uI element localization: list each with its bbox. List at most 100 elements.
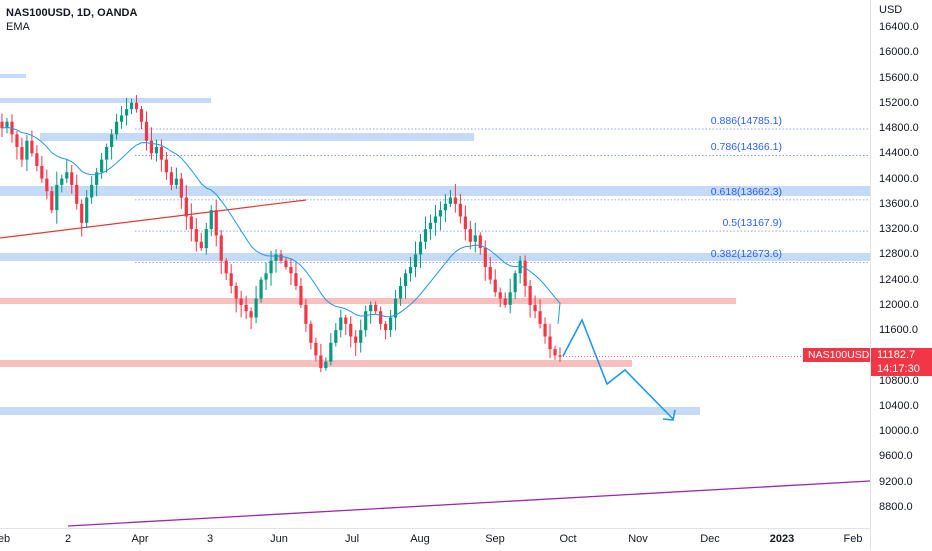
candle-body bbox=[513, 273, 517, 293]
candle-body bbox=[558, 355, 562, 357]
price-tick-label: 9200.0 bbox=[879, 475, 913, 488]
time-tick-label: Feb bbox=[843, 533, 863, 545]
price-tick-label: 13600.0 bbox=[879, 197, 919, 210]
candle-body bbox=[294, 273, 298, 286]
candle-body bbox=[60, 178, 64, 185]
candle-body bbox=[478, 235, 482, 249]
candle-body bbox=[324, 361, 328, 369]
candle-body bbox=[473, 235, 477, 242]
price-zone bbox=[0, 407, 700, 415]
candle-body bbox=[384, 323, 388, 331]
price-axis[interactable]: USD 16400.0 16000.0 15600.0 15200.0 14800.0 1… bbox=[870, 0, 932, 550]
time-axis[interactable]: eb 2 Apr 3 Jun Jul Aug Sep Oct Nov Dec 2023 Feb bbox=[0, 528, 870, 551]
candle-body bbox=[334, 330, 338, 343]
candle-body bbox=[129, 102, 134, 110]
candle-body bbox=[279, 254, 283, 261]
currency-label: USD bbox=[879, 4, 903, 16]
candle-body bbox=[413, 254, 418, 267]
candle-body bbox=[538, 311, 542, 324]
projection-arrowhead bbox=[662, 409, 676, 421]
candle-body bbox=[314, 342, 318, 356]
candle-body bbox=[493, 279, 497, 293]
time-tick-label: Sep bbox=[485, 533, 505, 545]
candle-body bbox=[85, 197, 89, 223]
candle-body bbox=[119, 115, 124, 122]
candle-body bbox=[224, 260, 228, 274]
indicator-label[interactable]: EMA bbox=[6, 21, 30, 33]
candle-body bbox=[369, 304, 373, 312]
candle-body bbox=[244, 304, 248, 312]
candle-body bbox=[468, 229, 472, 242]
projection-arrow bbox=[562, 318, 674, 420]
time-tick-label: Apr bbox=[131, 533, 149, 545]
candle-body bbox=[443, 203, 448, 211]
candle-body bbox=[398, 285, 403, 299]
candle-body bbox=[259, 279, 263, 299]
price-tick-label: 14000.0 bbox=[879, 172, 919, 185]
candle-body bbox=[5, 121, 9, 129]
candle-body bbox=[393, 298, 398, 318]
price-tick-label: 16000.0 bbox=[879, 46, 919, 59]
candle-body bbox=[144, 121, 149, 141]
candle-body bbox=[304, 304, 308, 324]
candle-body bbox=[453, 197, 457, 204]
time-tick-label: Dec bbox=[700, 533, 720, 545]
candle-body bbox=[174, 178, 178, 185]
candle-body bbox=[55, 184, 59, 211]
time-tick-label: 2 bbox=[64, 533, 72, 545]
candle-body bbox=[100, 159, 104, 173]
price-tick-label: 13200.0 bbox=[879, 223, 919, 236]
candle-body bbox=[379, 311, 383, 324]
time-tick-label: Aug bbox=[410, 533, 430, 545]
candle-body bbox=[543, 323, 547, 337]
candle-body bbox=[65, 172, 69, 179]
candle-body bbox=[184, 197, 188, 217]
candle-body bbox=[423, 229, 428, 242]
candle-body bbox=[463, 216, 467, 230]
candle-body bbox=[154, 147, 159, 154]
candle-body bbox=[389, 317, 393, 331]
fib-level-label: 0.5(13167.9) bbox=[722, 217, 782, 230]
candle-body bbox=[344, 317, 348, 324]
time-tick-label: Oct bbox=[559, 533, 577, 545]
candle-body bbox=[229, 273, 233, 286]
candle-body bbox=[289, 267, 293, 274]
fib-level-label: 0.382(12673.6) bbox=[710, 248, 782, 261]
candle-body bbox=[503, 298, 507, 305]
candle-body bbox=[70, 172, 74, 185]
price-zone bbox=[0, 98, 211, 103]
candle-body bbox=[488, 267, 492, 280]
candle-body bbox=[214, 210, 218, 236]
candle-body bbox=[105, 147, 109, 160]
time-tick-label: 2023 bbox=[769, 533, 795, 545]
ema-line bbox=[1, 126, 561, 324]
price-tick-label: 12400.0 bbox=[879, 273, 919, 286]
candle-body bbox=[269, 260, 273, 274]
candle-body bbox=[164, 159, 169, 173]
time-tick-label: Jul bbox=[344, 533, 360, 545]
candle-body bbox=[234, 285, 238, 299]
candle-body bbox=[319, 355, 323, 369]
candle-body bbox=[169, 172, 173, 185]
candle-body bbox=[30, 140, 34, 154]
candle-body bbox=[428, 222, 433, 230]
price-tick-label: 16400.0 bbox=[879, 21, 919, 33]
candle-body bbox=[149, 140, 154, 154]
fib-level-label: 0.886(14785.1) bbox=[710, 114, 782, 127]
candle-body bbox=[458, 203, 462, 217]
price-tick-label: 15200.0 bbox=[879, 96, 919, 109]
candle-body bbox=[359, 330, 363, 343]
chart-area[interactable]: NAS100USD, 1D, OANDA EMA 0.886(14785.1) 0… bbox=[0, 0, 870, 528]
candle-body bbox=[45, 178, 49, 192]
candle-body bbox=[418, 241, 423, 255]
price-chart[interactable] bbox=[0, 0, 870, 528]
candle-body bbox=[219, 235, 223, 261]
candle-body bbox=[95, 172, 99, 185]
candle-body bbox=[25, 140, 29, 160]
price-tick-label: 14400.0 bbox=[879, 147, 919, 160]
symbol-title[interactable]: NAS100USD, 1D, OANDA bbox=[6, 7, 138, 19]
price-zone bbox=[0, 298, 736, 304]
candle-body bbox=[124, 109, 129, 116]
candle-body bbox=[209, 210, 213, 230]
candle-body bbox=[199, 241, 203, 249]
